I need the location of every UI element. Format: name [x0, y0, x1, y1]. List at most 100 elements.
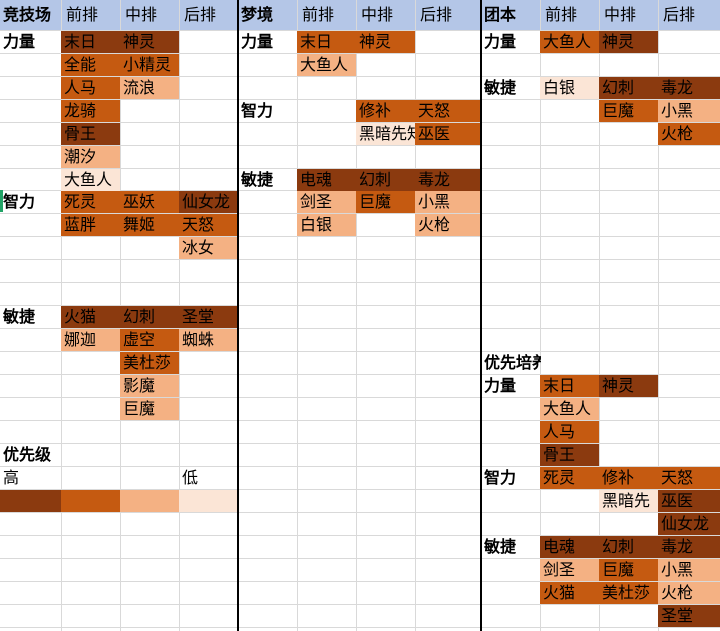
hero-cell[interactable]: 小精灵 [123, 55, 172, 74]
hero-cell[interactable]: 末日 [64, 32, 97, 51]
hero-cell[interactable]: 巫医 [418, 124, 451, 143]
cell-fill [540, 444, 599, 466]
hero-cell[interactable]: 巨魔 [123, 399, 156, 418]
hero-cell[interactable]: 骨王 [64, 124, 97, 143]
cell-fill [599, 31, 658, 53]
hero-cell[interactable]: 圣堂 [182, 307, 215, 326]
hero-cell[interactable]: 小黑 [661, 560, 694, 579]
grid-row-line [0, 374, 720, 375]
hero-cell[interactable]: 巨魔 [602, 560, 635, 579]
hero-cell[interactable]: 潮汐 [64, 147, 97, 166]
hero-cell[interactable]: 蜘蛛 [182, 330, 215, 349]
hero-cell[interactable]: 巨魔 [602, 101, 635, 120]
cell-fill [415, 123, 481, 145]
hero-cell[interactable]: 火猫 [64, 307, 97, 326]
header-cell[interactable]: 竞技场 [3, 5, 52, 24]
hero-cell[interactable]: 蓝胖 [64, 215, 97, 234]
hero-cell[interactable]: 美杜莎 [123, 353, 172, 372]
hero-cell[interactable]: 神灵 [602, 32, 635, 51]
hero-cell[interactable]: 巨魔 [359, 192, 392, 211]
priority-high-label: 高 [3, 468, 20, 487]
header-cell[interactable]: 梦境 [241, 5, 274, 24]
hero-cell[interactable]: 人马 [543, 422, 576, 441]
hero-cell[interactable]: 毒龙 [661, 537, 694, 556]
cell-fill [356, 169, 415, 191]
hero-cell[interactable]: 死灵 [543, 468, 576, 487]
grid-col-line [415, 0, 416, 631]
hero-cell[interactable]: 虚空 [123, 330, 156, 349]
section-divider [237, 0, 239, 631]
hero-cell[interactable]: 修补 [602, 468, 635, 487]
hero-cell[interactable]: 小黑 [418, 192, 451, 211]
cell-fill [540, 536, 599, 558]
hero-cell[interactable]: 天怒 [182, 215, 215, 234]
header-cell[interactable]: 前排 [66, 5, 99, 24]
hero-cell[interactable]: 龙骑 [64, 101, 97, 120]
hero-cell[interactable]: 仙女龙 [182, 192, 231, 211]
hero-cell[interactable]: 美杜莎 [602, 583, 651, 602]
hero-cell[interactable]: 幻刺 [602, 78, 635, 97]
hero-cell[interactable]: 幻刺 [359, 170, 392, 189]
hero-cell[interactable]: 大鱼人 [64, 170, 113, 189]
hero-cell[interactable]: 毒龙 [661, 78, 694, 97]
hero-cell[interactable]: 死灵 [64, 192, 97, 211]
hero-cell[interactable]: 巫医 [661, 491, 694, 510]
hero-cell[interactable]: 毒龙 [418, 170, 451, 189]
header-cell[interactable]: 前排 [545, 5, 578, 24]
hero-cell[interactable]: 大鱼人 [543, 399, 592, 418]
hero-cell[interactable]: 影魔 [123, 376, 156, 395]
hero-cell[interactable]: 剑圣 [300, 192, 333, 211]
hero-cell[interactable]: 巫妖 [123, 192, 156, 211]
header-cell[interactable]: 中排 [361, 5, 394, 24]
hero-cell[interactable]: 大鱼人 [543, 32, 592, 51]
hero-cell[interactable]: 黑暗先知 [359, 124, 415, 143]
header-cell[interactable]: 后排 [420, 5, 453, 24]
hero-cell[interactable]: 火枪 [661, 583, 694, 602]
hero-cell[interactable]: 神灵 [602, 376, 635, 395]
hero-cell[interactable]: 剑圣 [543, 560, 576, 579]
hero-cell[interactable]: 电魂 [543, 537, 576, 556]
hero-cell[interactable]: 舞姬 [123, 215, 156, 234]
hero-cell[interactable]: 白银 [300, 215, 333, 234]
cell-fill [179, 237, 238, 259]
hero-cell[interactable]: 骨王 [543, 445, 576, 464]
hero-cell[interactable]: 火枪 [418, 215, 451, 234]
hero-cell[interactable]: 流浪 [123, 78, 156, 97]
hero-cell[interactable]: 末日 [300, 32, 333, 51]
header-cell[interactable]: 前排 [302, 5, 335, 24]
hero-cell[interactable]: 仙女龙 [661, 514, 710, 533]
hero-cell[interactable]: 冰女 [182, 238, 215, 257]
header-cell[interactable]: 后排 [663, 5, 696, 24]
cell-fill [415, 214, 481, 236]
hero-cell[interactable]: 娜迦 [64, 330, 97, 349]
hero-cell[interactable]: 幻刺 [123, 307, 156, 326]
hero-cell[interactable]: 电魂 [300, 170, 333, 189]
grid-row-line [0, 604, 720, 605]
hero-cell[interactable]: 幻刺 [602, 537, 635, 556]
cell-fill [356, 123, 415, 145]
header-cell[interactable]: 团本 [484, 5, 517, 24]
hero-cell[interactable]: 黑暗先 [602, 491, 651, 510]
hero-cell[interactable]: 末日 [543, 376, 576, 395]
cell-fill [540, 375, 599, 397]
hero-cell[interactable]: 天怒 [418, 101, 451, 120]
cell-fill [61, 31, 120, 53]
hero-cell[interactable]: 天怒 [661, 468, 694, 487]
cell-fill [540, 398, 599, 420]
hero-cell[interactable]: 神灵 [123, 32, 156, 51]
hero-cell[interactable]: 修补 [359, 101, 392, 120]
hero-cell[interactable]: 全能 [64, 55, 97, 74]
hero-cell[interactable]: 火猫 [543, 583, 576, 602]
hero-cell[interactable]: 火枪 [661, 124, 694, 143]
header-cell[interactable]: 后排 [184, 5, 217, 24]
header-cell[interactable]: 中排 [125, 5, 158, 24]
cell-fill [658, 559, 720, 581]
hero-cell[interactable]: 神灵 [359, 32, 392, 51]
hero-cell[interactable]: 小黑 [661, 101, 694, 120]
raid-agility-label: 敏捷 [484, 78, 517, 97]
hero-cell[interactable]: 大鱼人 [300, 55, 349, 74]
hero-cell[interactable]: 白银 [543, 78, 576, 97]
hero-cell[interactable]: 人马 [64, 78, 97, 97]
hero-cell[interactable]: 圣堂 [661, 606, 694, 625]
header-cell[interactable]: 中排 [604, 5, 637, 24]
